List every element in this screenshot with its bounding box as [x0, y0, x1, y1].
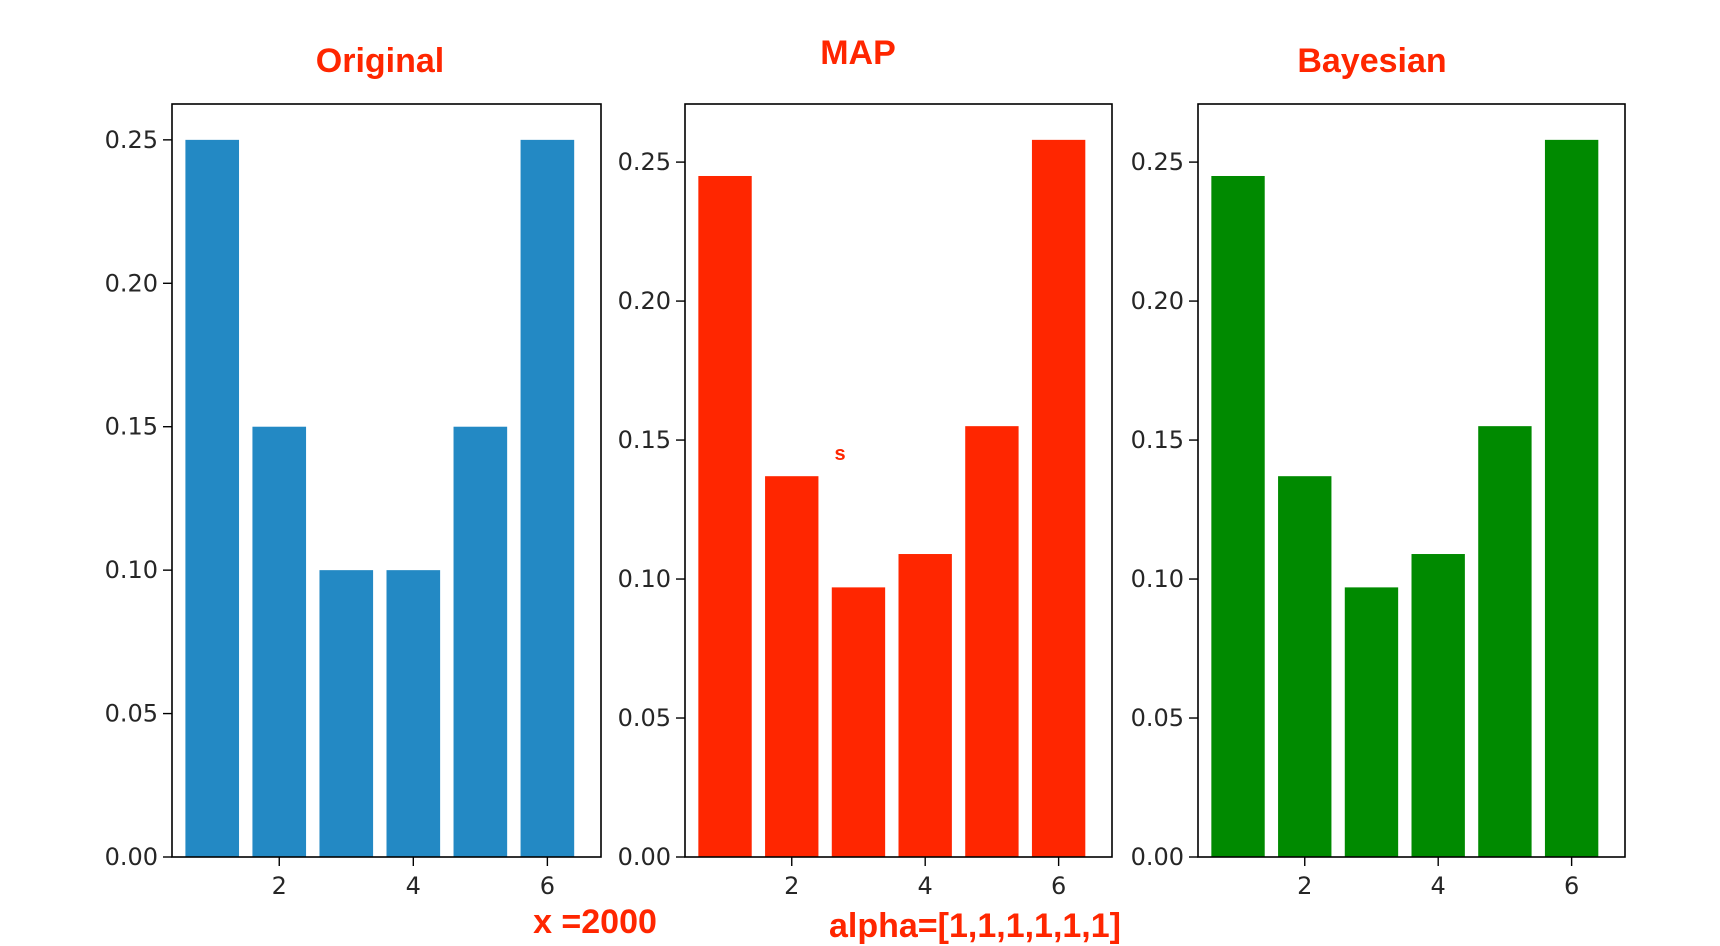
original-title: Original [316, 42, 444, 80]
bayesian-title: Bayesian [1297, 42, 1446, 80]
bayesian-bar-4 [1411, 554, 1465, 857]
bayesian-ytick-label: 0.00 [1131, 843, 1184, 871]
sample-size-label: x =2000 [533, 903, 657, 941]
original-chart: Original 0.00 0.05 0.10 0.15 0.20 0.25 2 4 6 [105, 40, 602, 900]
bayesian-ytick-label: 0.10 [1131, 565, 1184, 593]
original-bar-6 [520, 139, 575, 857]
map-bars [698, 139, 1086, 857]
map-ytick-label: 0.20 [618, 287, 671, 315]
map-axes-frame [684, 103, 1113, 858]
original-xtick-label: 6 [540, 872, 555, 900]
map-bar-3 [831, 587, 886, 857]
bayesian-ytick-label: 0.20 [1131, 287, 1184, 315]
original-xtick-label: 2 [272, 872, 287, 900]
map-ytick-label: 0.00 [618, 843, 671, 871]
original-ytick-label: 0.00 [105, 843, 158, 871]
original-bar-3 [319, 570, 374, 857]
bayesian-axes-frame [1197, 103, 1626, 858]
map-ytick-label: 0.05 [618, 704, 671, 732]
bayesian-ytick-label: 0.25 [1131, 148, 1184, 176]
map-title: MAP [820, 34, 896, 72]
map-ytick-label: 0.10 [618, 565, 671, 593]
original-ytick-label: 0.10 [105, 556, 158, 584]
map-bar-1 [698, 175, 752, 857]
bayesian-bar-3 [1344, 587, 1399, 857]
bayesian-bars [1211, 139, 1599, 857]
map-bar-2 [765, 476, 819, 857]
map-bar-4 [898, 554, 952, 857]
bayesian-bar-2 [1278, 476, 1332, 857]
bayesian-ytick-label: 0.15 [1131, 426, 1184, 454]
stray-mark-label: s [834, 443, 845, 465]
bayesian-chart: Bayesian 0.00 0.05 0.10 0.15 0.20 0.25 2 4 6 [1131, 40, 1626, 900]
bayesian-xtick-label: 4 [1431, 872, 1446, 900]
map-xtick-label: 2 [784, 872, 799, 900]
original-x-axis: 2 4 6 [272, 857, 555, 900]
map-xtick-label: 4 [918, 872, 933, 900]
original-bar-5 [453, 426, 508, 857]
map-ytick-label: 0.15 [618, 426, 671, 454]
original-bars [185, 139, 575, 857]
bayesian-ytick-label: 0.05 [1131, 704, 1184, 732]
map-xtick-label: 6 [1051, 872, 1066, 900]
original-ytick-label: 0.20 [105, 269, 158, 297]
original-ytick-label: 0.25 [105, 126, 158, 154]
map-x-axis: 2 4 6 [784, 857, 1066, 900]
bayesian-x-axis: 2 4 6 [1297, 857, 1579, 900]
map-bar-5 [965, 426, 1019, 857]
bayesian-bar-6 [1544, 139, 1599, 857]
bayesian-xtick-label: 2 [1297, 872, 1312, 900]
bayesian-y-axis: 0.00 0.05 0.10 0.15 0.20 0.25 [1131, 148, 1198, 871]
original-ytick-label: 0.15 [105, 413, 158, 441]
bayesian-xtick-label: 6 [1564, 872, 1579, 900]
original-bar-4 [386, 570, 441, 857]
map-ytick-label: 0.25 [618, 148, 671, 176]
original-xtick-label: 4 [406, 872, 421, 900]
original-axes-frame [171, 103, 602, 858]
original-y-axis: 0.00 0.05 0.10 0.15 0.20 0.25 [105, 126, 172, 871]
original-ytick-label: 0.05 [105, 700, 158, 728]
original-bar-2 [252, 426, 307, 857]
map-bar-6 [1031, 139, 1086, 857]
map-chart: MAP 0.00 0.05 0.10 0.15 0.20 0.25 2 4 6 [618, 32, 1113, 900]
bayesian-bar-5 [1478, 426, 1532, 857]
prior-alpha-label: alpha=[1,1,1,1,1,1] [829, 907, 1121, 945]
original-bar-1 [185, 139, 240, 857]
map-y-axis: 0.00 0.05 0.10 0.15 0.20 0.25 [618, 148, 685, 871]
bayesian-bar-1 [1211, 175, 1265, 857]
